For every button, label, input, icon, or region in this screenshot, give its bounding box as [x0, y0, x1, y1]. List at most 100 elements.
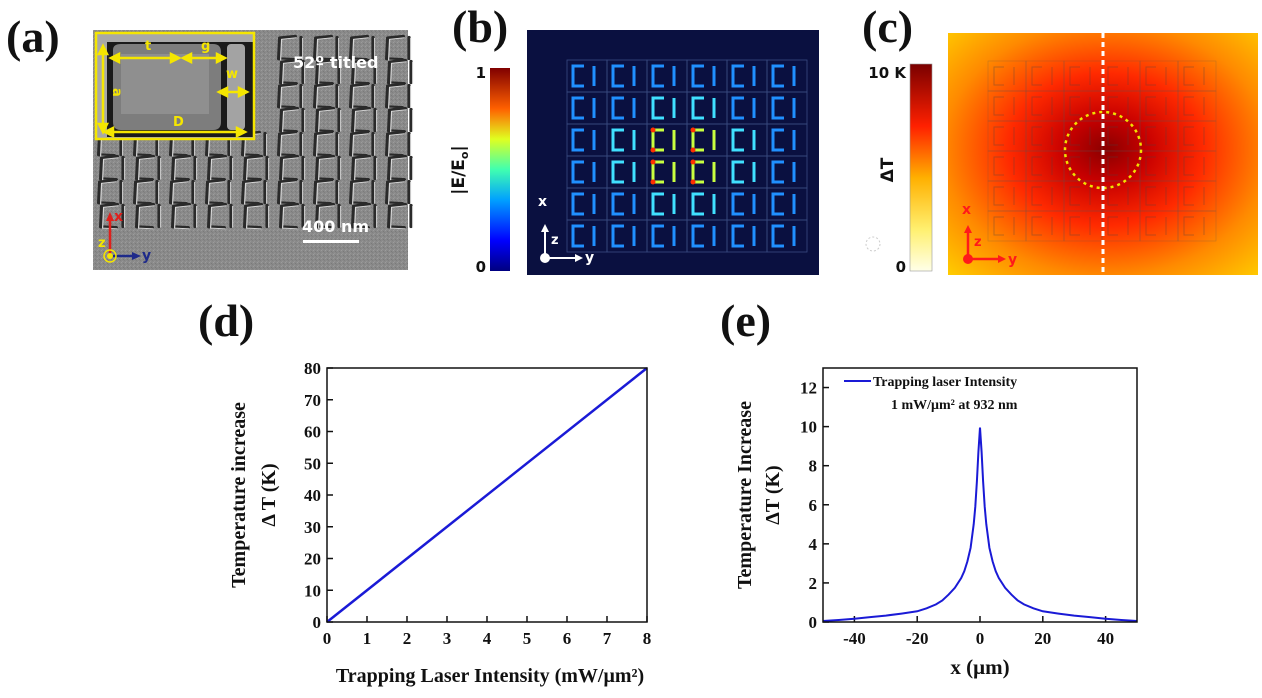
x-tick-label: 5 [523, 629, 532, 648]
thermal-unit-cell [1139, 120, 1179, 152]
field-axis-y: y [585, 250, 594, 266]
y-tick-label: 6 [809, 496, 818, 515]
y-tick-label: 10 [800, 418, 817, 437]
focus-circle [1063, 110, 1143, 190]
sem-axis-x: x [114, 209, 123, 225]
plot-frame [326, 367, 648, 623]
thermal-axis-y: y [1008, 252, 1017, 268]
thermal-unit-cell [1101, 60, 1141, 92]
thermal-unit-cell [1139, 90, 1179, 122]
chart-e: -40 -20 0 20 40 0 2 4 6 8 10 12 Trapping laser Inte… [734, 367, 1138, 679]
thermal-unit-cell [1139, 60, 1179, 92]
field-unit-cell [606, 219, 648, 253]
y-tick-label: 8 [809, 457, 818, 476]
field-map: x z y [527, 30, 819, 275]
thermal-unit-cell [1177, 210, 1217, 242]
thermal-unit-cell [987, 150, 1027, 182]
y-tick-label: 0 [809, 613, 818, 632]
x-tick-label: 0 [323, 629, 332, 648]
y-tick-label: 10 [304, 581, 321, 600]
y-tick-label: 20 [304, 550, 321, 569]
x-tick-label: -20 [906, 629, 929, 648]
x-tick-label: 8 [643, 629, 652, 648]
x-tick-label: -40 [843, 629, 866, 648]
panel-label-d: (d) [198, 295, 255, 346]
y-tick-label: 0 [313, 613, 322, 632]
scale-bar-label: 400 nm [302, 217, 369, 236]
x-tick-label: 4 [483, 629, 492, 648]
y-axis-label-line1: Temperature increase [228, 402, 250, 588]
field-colorbar-max: 1 [476, 64, 486, 82]
field-unit-cell [766, 155, 808, 189]
thermal-colorbar: 10 K 0 ΔT [865, 63, 933, 276]
y-tick-label: 70 [304, 391, 321, 410]
x-axis-label: x (μm) [950, 655, 1009, 679]
y-tick-label: 12 [800, 379, 817, 398]
sem-axis-z: z [98, 236, 106, 251]
plot-frame [822, 367, 1138, 623]
field-colorbar-label: |E/E [449, 159, 469, 195]
thermal-unit-cell [987, 90, 1027, 122]
legend-label-line1: Trapping laser Intensity [873, 375, 1017, 390]
x-tick-label: 3 [443, 629, 452, 648]
thermal-unit-cell [1025, 60, 1065, 92]
field-unit-cell [566, 219, 608, 253]
thermal-unit-cell [987, 60, 1027, 92]
panel-label-e: (e) [720, 295, 772, 346]
y-axis-label-line2: ΔT (K) [762, 465, 784, 524]
svg-text:|E/Eo|: |E/Eo| [449, 145, 471, 194]
thermal-unit-cell [1101, 150, 1141, 182]
x-tick-label: 40 [1097, 629, 1114, 648]
dim-w: w [226, 67, 238, 82]
dim-t: t [145, 39, 151, 54]
series-line [326, 367, 648, 623]
panel-label-b: (b) [452, 1, 509, 52]
field-colorbar-label-end: | [449, 145, 469, 151]
x-tick-label: 20 [1034, 629, 1051, 648]
y-tick-label: 60 [304, 423, 321, 442]
legend-label-line2: 1 mW/μm² at 932 nm [891, 398, 1018, 413]
thermal-colorbar-min: 0 [896, 258, 906, 276]
thermal-unit-cell [987, 210, 1027, 242]
thermal-map: x z y [948, 33, 1258, 275]
x-tick-label: 7 [603, 629, 612, 648]
thermal-unit-cell [1139, 150, 1179, 182]
panel-label-a: (a) [6, 11, 60, 62]
dim-D: D [173, 115, 184, 130]
thermal-unit-cell [1139, 180, 1179, 212]
x-tick-label: 2 [403, 629, 412, 648]
thermal-unit-cell [1025, 120, 1065, 152]
thermal-unit-cell [987, 120, 1027, 152]
x-tick-label: 6 [563, 629, 572, 648]
x-tick-label: 1 [363, 629, 372, 648]
y-tick-label: 50 [304, 454, 321, 473]
field-unit-cell [766, 219, 808, 253]
y-tick-label: 2 [809, 574, 818, 593]
thermal-unit-cell [1139, 210, 1179, 242]
thermal-unit-cell [1177, 180, 1217, 212]
thermal-unit-cell [1025, 150, 1065, 182]
scale-bar [303, 240, 359, 243]
x-axis-label: Trapping Laser Intensity (mW/μm²) [336, 665, 644, 687]
dim-g: g [201, 39, 210, 54]
thermal-colorbar-label: ΔT [878, 157, 898, 182]
field-axis-x: x [538, 194, 547, 210]
panel-label-c: (c) [862, 1, 914, 52]
thermal-colorbar-max: 10 K [868, 64, 907, 82]
x-tick-label: 0 [976, 629, 985, 648]
y-tick-label: 80 [304, 359, 321, 378]
dim-a: a [109, 88, 124, 97]
y-tick-label: 40 [304, 486, 321, 505]
thermal-unit-cell [1025, 180, 1065, 212]
field-colorbar-min: 0 [476, 258, 486, 276]
thermal-axis-z: z [974, 235, 982, 250]
sem-image: t g a w D 52º titled 400 nm x y z [93, 30, 415, 270]
field-colorbar: 1 0 |E/Eo| [449, 64, 510, 276]
thermal-unit-cell [1177, 60, 1217, 92]
field-axis-z: z [551, 233, 559, 248]
thermal-unit-cell [1177, 120, 1217, 152]
thermal-unit-cell [1063, 60, 1103, 92]
tilt-label: 52º titled [293, 53, 378, 72]
thermal-unit-cell [1177, 90, 1217, 122]
